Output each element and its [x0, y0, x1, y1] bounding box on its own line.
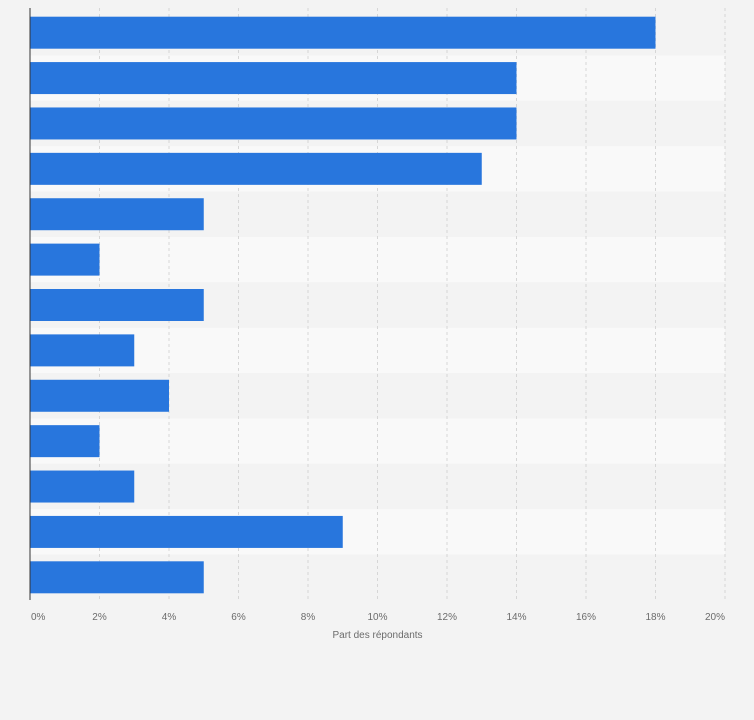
x-tick-label: 6%	[231, 612, 246, 623]
x-tick-label: 2%	[92, 612, 107, 623]
x-tick-labels: 0% 2% 4% 6% 8% 10% 12% 14% 16% 18% 20%	[31, 612, 725, 623]
bar[interactable]	[30, 470, 135, 503]
x-tick-label: 18%	[645, 612, 665, 623]
x-tick-label: 10%	[367, 612, 387, 623]
x-axis-title: Part des répondants	[332, 630, 422, 641]
x-tick-label: 14%	[506, 612, 526, 623]
x-tick-label: 20%	[705, 612, 725, 623]
bar[interactable]	[30, 62, 517, 95]
bar[interactable]	[30, 16, 656, 49]
bar[interactable]	[30, 379, 169, 412]
bar[interactable]	[30, 107, 517, 140]
x-tick-label: 0%	[31, 612, 46, 623]
bar[interactable]	[30, 289, 204, 321]
bar[interactable]	[30, 515, 343, 548]
x-tick-label: 4%	[162, 612, 177, 623]
x-tick-label: 12%	[437, 612, 457, 623]
bar[interactable]	[30, 561, 204, 594]
x-tick-label: 8%	[301, 612, 316, 623]
bar[interactable]	[30, 198, 204, 231]
bar[interactable]	[30, 425, 100, 458]
vertical-gridlines	[99, 8, 726, 600]
x-tick-label: 16%	[576, 612, 596, 623]
bar[interactable]	[30, 334, 135, 367]
bar[interactable]	[30, 243, 100, 276]
bars	[30, 16, 656, 594]
bar[interactable]	[30, 152, 482, 185]
